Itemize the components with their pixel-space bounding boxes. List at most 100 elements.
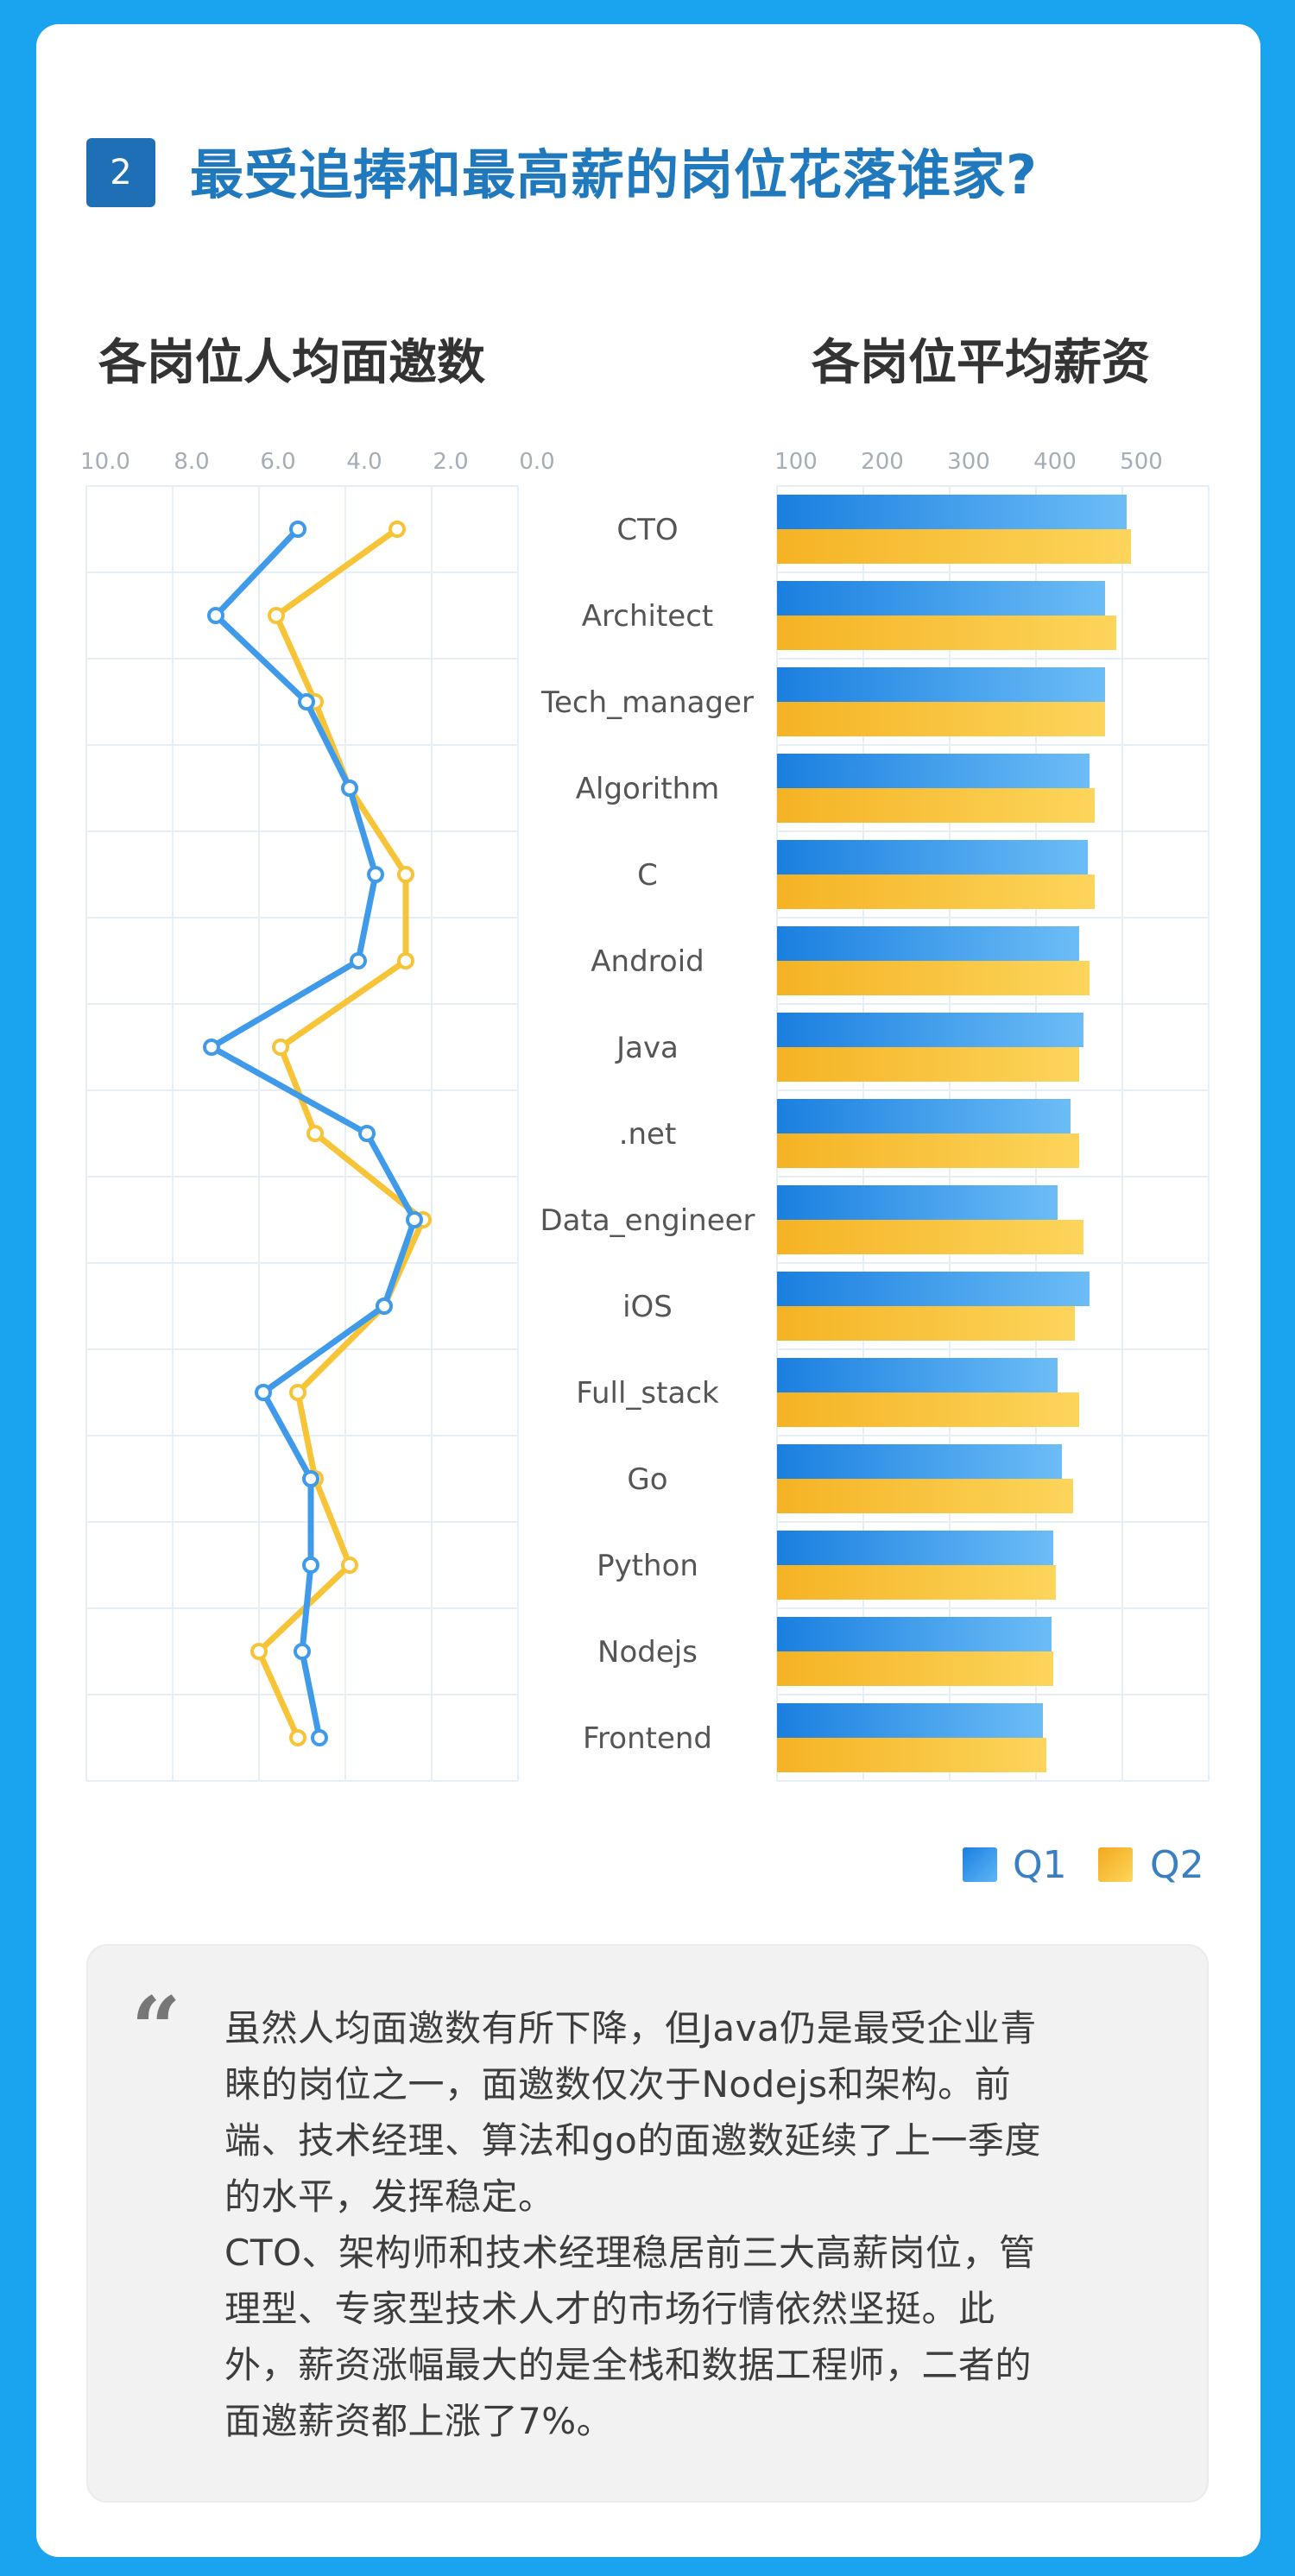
category-labels: CTO Architect Tech_manager Algorithm C Androi… (540, 513, 755, 1756)
right-chart-title: 各岗位平均薪资 (812, 335, 1150, 391)
left-chart-title: 各岗位人均面邀数 (98, 335, 485, 391)
quote-line: 的水平，发挥稳定。 (224, 2175, 555, 2218)
charts-canvas: 10.0 8.0 6.0 4.0 2.0 0.0 CTO Architect Tech_man… (80, 449, 1210, 1782)
category-label: CTO (616, 513, 678, 547)
x-tick-label: 8.0 (174, 449, 209, 475)
bar-q1 (777, 1099, 1071, 1133)
bar-q1 (777, 1617, 1052, 1651)
data-point-q1 (298, 693, 315, 710)
x-tick-label: 300 (947, 449, 990, 475)
quote-line: CTO、架构师和技术经理稳居前三大高薪岗位，管 (224, 2232, 1036, 2274)
data-point-q2 (289, 1729, 306, 1746)
bar-q1 (777, 1531, 1053, 1565)
data-point-q1 (289, 521, 306, 538)
bar-q1 (777, 754, 1090, 788)
data-point-q2 (341, 1556, 358, 1574)
bar-q1 (777, 926, 1079, 961)
bar-q2 (777, 702, 1105, 736)
x-tick-label: 200 (861, 449, 904, 475)
section-title: 最受追捧和最高薪的岗位花落谁家? (190, 143, 1038, 206)
bar-q1 (777, 1703, 1043, 1738)
data-point-q1 (358, 1125, 376, 1142)
x-tick-label: 4.0 (346, 449, 382, 475)
category-label: Tech_manager (540, 685, 754, 720)
bar-q2 (777, 961, 1090, 995)
data-point-q1 (302, 1556, 319, 1574)
bar-q1 (777, 667, 1105, 702)
bar-q2 (777, 1479, 1073, 1513)
data-point-q2 (388, 521, 406, 538)
quote-line: 睐的岗位之一，面邀数仅次于Nodejs和架构。前 (224, 2063, 1012, 2106)
legend-q2-label: Q2 (1150, 1843, 1204, 1887)
category-label: Frontend (583, 1721, 712, 1756)
data-point-q1 (207, 607, 224, 624)
bar-q1 (777, 1358, 1058, 1392)
bar-q2 (777, 1565, 1056, 1600)
data-point-q1 (311, 1729, 328, 1746)
x-tick-label: 500 (1120, 449, 1163, 475)
quote-line: 面邀薪资都上涨了7%。 (224, 2400, 614, 2442)
bar-q2 (777, 788, 1095, 823)
quote-line: 端、技术经理、算法和go的面邀数延续了上一季度 (224, 2119, 1041, 2162)
data-point-q2 (306, 1125, 324, 1142)
bar-q2 (777, 529, 1131, 564)
x-tick-label: 0.0 (519, 449, 554, 475)
category-label: Architect (582, 599, 713, 634)
category-label: Go (627, 1462, 667, 1497)
bar-q2 (777, 1738, 1046, 1772)
bar-q2 (777, 1306, 1075, 1341)
data-point-q1 (341, 780, 358, 797)
bar-q1 (777, 1272, 1090, 1306)
x-tick-label: 400 (1033, 449, 1077, 475)
data-point-q2 (272, 1039, 289, 1056)
bar-q1 (777, 1013, 1083, 1047)
legend-q1-swatch (963, 1847, 997, 1882)
bar-q1 (777, 1444, 1062, 1479)
legend-q2-swatch (1098, 1847, 1133, 1882)
bar-q1 (777, 495, 1127, 529)
category-label: Java (615, 1031, 679, 1065)
bar-q2 (777, 1651, 1053, 1686)
data-point-q2 (289, 1384, 306, 1401)
data-point-q1 (406, 1211, 423, 1228)
section-number-badge: 2 (86, 138, 155, 207)
bar-q2 (777, 1392, 1079, 1427)
quote-box (86, 1944, 1209, 2503)
data-point-q1 (203, 1039, 220, 1056)
x-tick-label: 2.0 (433, 449, 468, 475)
interview-invites-line-chart: 10.0 8.0 6.0 4.0 2.0 0.0 (80, 449, 555, 1782)
category-label: Data_engineer (540, 1203, 755, 1238)
data-point-q1 (376, 1297, 393, 1315)
x-tick-label: 100 (774, 449, 818, 475)
data-point-q1 (255, 1384, 272, 1401)
bar-q2 (777, 616, 1116, 650)
data-point-q2 (268, 607, 285, 624)
bar-q2 (777, 1047, 1079, 1082)
x-tick-label: 6.0 (260, 449, 295, 475)
category-label: .net (619, 1117, 677, 1152)
data-point-q1 (302, 1470, 319, 1487)
x-tick-label: 10.0 (80, 449, 130, 475)
data-point-q2 (397, 866, 414, 883)
bar-q2 (777, 1133, 1079, 1168)
quote-mark-icon: “ (131, 1978, 181, 2080)
series-line-q2 (256, 527, 426, 1739)
data-point-q2 (250, 1643, 268, 1660)
quote-line: 理型、专家型技术人才的市场行情依然坚挺。此 (224, 2288, 995, 2330)
quote-line: 外，薪资涨幅最大的是全栈和数据工程师，二者的 (224, 2344, 1033, 2386)
category-label: C (637, 858, 658, 893)
data-point-q1 (350, 952, 367, 969)
data-point-q1 (367, 866, 384, 883)
category-label: Python (597, 1549, 698, 1583)
category-label: Algorithm (576, 772, 720, 806)
legend-q1-label: Q1 (1013, 1843, 1067, 1887)
data-point-q2 (397, 952, 414, 969)
salary-bar-chart: 100 200 300 400 500 (774, 449, 1210, 1782)
category-label: Full_stack (576, 1376, 719, 1411)
bar-q2 (777, 1220, 1083, 1254)
bar-q1 (777, 1185, 1058, 1220)
category-label: iOS (622, 1290, 673, 1324)
category-label: Android (591, 944, 704, 979)
bar-q1 (777, 840, 1088, 874)
bar-q1 (777, 581, 1105, 616)
